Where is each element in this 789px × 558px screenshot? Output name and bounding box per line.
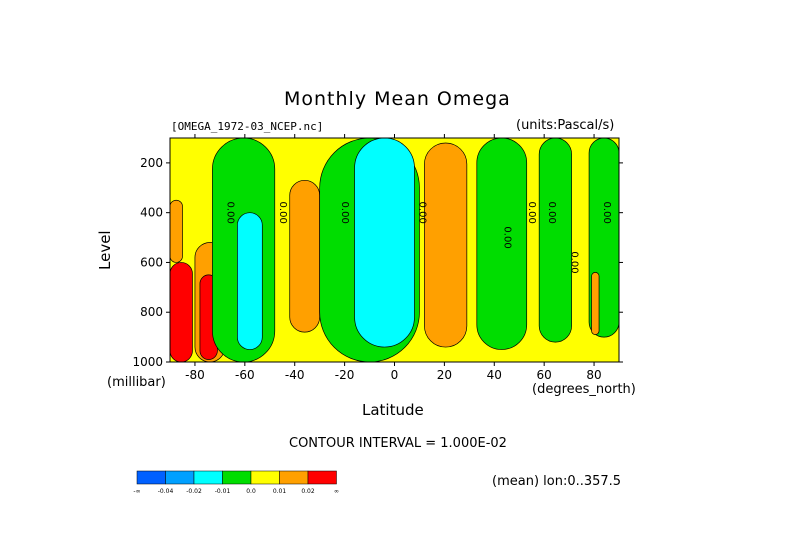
x-tick-label: -60 [235, 368, 255, 382]
axes: -80 -60 -40 -20 0 20 40 60 80 200 400 600 800 1000 [132, 134, 623, 382]
colorbar-label: ∞ [334, 488, 339, 495]
colorbar-swatch [250, 470, 280, 485]
colorbar-label: -0.01 [215, 488, 231, 495]
colorbar-label: -0.04 [158, 488, 174, 495]
contour-label: 0.00 [277, 202, 288, 224]
contour-label: 0.00 [526, 202, 537, 224]
x-tick-label: -80 [185, 368, 205, 382]
x-axis-title: Latitude [362, 401, 424, 419]
footer-note: (mean) lon:0..357.5 [492, 474, 622, 489]
contour-region [289, 179, 321, 333]
colorbar-swatch [222, 470, 252, 485]
contour-label: 0.00 [546, 202, 557, 224]
y-tick-label: 200 [140, 156, 163, 170]
contour-label: 0.00 [224, 202, 235, 224]
x-tick-label: -40 [285, 368, 305, 382]
colorbar-swatch [307, 470, 337, 485]
contour-region [237, 212, 263, 350]
contour-label: 0.00 [501, 226, 512, 248]
contour-label: 0.00 [416, 202, 427, 224]
x-tick-label: 40 [487, 368, 502, 382]
y-axis-title: Level [96, 230, 114, 270]
colorbar-label: 0.02 [301, 488, 315, 495]
contour-labels: 0.00 0.00 0.00 0.00 0.00 0.00 0.00 0.00 0.00 [224, 202, 612, 274]
colorbar-swatch [193, 470, 223, 485]
colorbar-label: 0.01 [273, 488, 287, 495]
x-tick-label: -20 [335, 368, 355, 382]
chart-title: Monthly Mean Omega [284, 88, 511, 110]
colorbar-label: 0.0 [246, 488, 256, 495]
contour-region [591, 272, 600, 335]
contour-region [170, 262, 193, 362]
plot-area [170, 138, 619, 362]
x-tick-label: 0 [391, 368, 399, 382]
y-tick-label: 600 [140, 255, 163, 269]
contour-region [354, 138, 415, 348]
colorbar-label: -∞ [133, 488, 140, 495]
x-tick-label: 60 [537, 368, 552, 382]
y-axis-units: (millibar) [107, 375, 166, 390]
colorbar-swatch [279, 470, 309, 485]
contour-label: 0.00 [339, 202, 350, 224]
contour-label: 0.00 [569, 251, 580, 273]
y-tick-label: 400 [140, 206, 163, 220]
contour-label: 0.00 [601, 202, 612, 224]
x-axis-units: (degrees_north) [532, 382, 636, 397]
colorbar-swatch [136, 470, 166, 485]
contour-region [424, 142, 468, 348]
colorbar: -∞ -0.04 -0.02 -0.01 0.0 0.01 0.02 ∞ [133, 470, 339, 495]
y-tick-label: 1000 [132, 355, 163, 369]
x-tick-label: 20 [437, 368, 452, 382]
contour-region [170, 199, 183, 263]
contour-interval-note: CONTOUR INTERVAL = 1.000E-02 [289, 436, 507, 451]
contour-region [476, 138, 528, 350]
colorbar-swatch [165, 470, 195, 485]
x-tick-label: 80 [586, 368, 601, 382]
source-filename: [OMEGA_1972-03_NCEP.nc] [171, 120, 324, 133]
units-label: (units:Pascal/s) [516, 118, 615, 133]
colorbar-label: -0.02 [186, 488, 202, 495]
contour-region [538, 138, 572, 343]
y-tick-label: 800 [140, 305, 163, 319]
